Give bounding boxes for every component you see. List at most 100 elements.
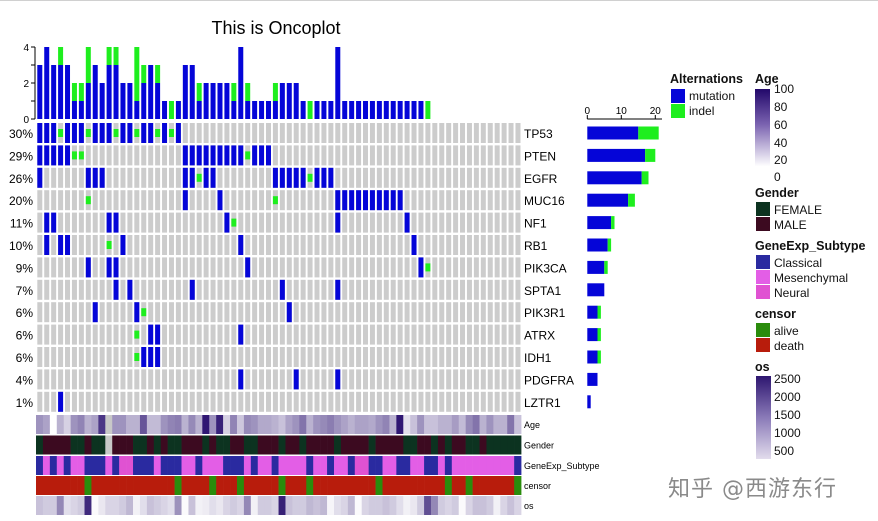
matrix-cell-empty — [390, 212, 396, 233]
annotation-cell-age — [431, 415, 439, 434]
matrix-cell-empty — [349, 235, 355, 255]
annotation-cell-os — [105, 496, 113, 515]
annotation-cell-geneexp_subtype — [202, 456, 210, 475]
annotation-cell-geneexp_subtype — [479, 456, 487, 475]
matrix-cell-empty — [175, 190, 181, 211]
annotation-cell-censor — [167, 476, 175, 495]
matrix-cell-empty — [148, 257, 154, 278]
matrix-cell-empty — [85, 279, 91, 300]
matrix-cell-empty — [515, 391, 521, 412]
matrix-cell-empty — [404, 369, 410, 390]
annotation-cell-age — [126, 415, 134, 434]
annotation-cell-censor — [333, 476, 342, 495]
matrix-cell-empty — [141, 324, 147, 345]
annotation-cell-gender — [257, 435, 265, 455]
matrix-cell-empty — [480, 347, 486, 367]
matrix-cell-empty — [446, 302, 452, 323]
matrix-cell-mutation — [71, 123, 77, 143]
sample-bar-indel — [141, 65, 147, 83]
gene-bar-mutation — [587, 126, 639, 140]
matrix-cell-empty — [245, 279, 251, 300]
annotation-cell-gender — [105, 435, 113, 455]
matrix-cell-empty — [446, 145, 452, 166]
annotation-cell-geneexp_subtype — [493, 456, 501, 475]
matrix-cell-empty — [51, 167, 57, 188]
sample-bar-mutation — [71, 101, 77, 119]
matrix-cell-empty — [203, 391, 209, 412]
matrix-cell-empty — [356, 212, 362, 233]
matrix-cell-empty — [245, 235, 251, 255]
matrix-cell-empty — [279, 324, 285, 345]
matrix-cell-empty — [363, 212, 369, 233]
matrix-cell-empty — [453, 369, 459, 390]
matrix-cell-empty — [120, 324, 126, 345]
matrix-cell-empty — [182, 302, 188, 323]
matrix-cell-empty — [418, 391, 424, 412]
matrix-cell-empty — [307, 257, 313, 278]
annotation-cell-censor — [396, 476, 404, 495]
annotation-cell-censor — [174, 476, 182, 495]
annotation-cell-os — [403, 496, 411, 515]
matrix-cell-mutation — [148, 123, 154, 143]
matrix-cell-empty — [342, 369, 348, 390]
matrix-cell-empty — [397, 235, 403, 255]
matrix-cell-mutation — [314, 167, 320, 188]
matrix-cell-empty — [71, 302, 77, 323]
annotation-cell-censor — [91, 476, 99, 495]
sample-bar-mutation — [210, 83, 216, 119]
gene-name-label: ATRX — [524, 329, 555, 343]
matrix-cell-empty — [196, 347, 202, 367]
annotation-cell-geneexp_subtype — [264, 456, 272, 475]
annotation-cell-os — [202, 496, 210, 515]
matrix-cell-empty — [307, 212, 313, 233]
annotation-cell-censor — [126, 476, 134, 495]
matrix-cell-empty — [446, 190, 452, 211]
matrix-cell-mutation — [51, 212, 57, 233]
legend-age-tick: 80 — [774, 100, 788, 114]
annotation-cell-geneexp_subtype — [70, 456, 78, 475]
matrix-cell-empty — [411, 190, 417, 211]
legend-age-gradient — [755, 89, 770, 177]
annotation-cell-gender — [56, 435, 65, 455]
matrix-cell-empty — [480, 391, 486, 412]
matrix-cell-empty — [307, 391, 313, 412]
matrix-cell-empty — [460, 123, 466, 143]
matrix-cell-empty — [369, 167, 375, 188]
annotation-cell-age — [278, 415, 286, 434]
matrix-cell-indel — [231, 218, 237, 227]
matrix-cell-empty — [383, 347, 389, 367]
annotation-cell-os — [375, 496, 383, 515]
matrix-cell-empty — [58, 257, 64, 278]
matrix-cell-empty — [404, 235, 410, 255]
annotation-cell-age — [105, 415, 113, 434]
annotation-cell-geneexp_subtype — [368, 456, 376, 475]
matrix-cell-empty — [390, 279, 396, 300]
annotation-cell-geneexp_subtype — [77, 456, 85, 475]
matrix-cell-empty — [44, 347, 50, 367]
matrix-cell-empty — [363, 167, 369, 188]
matrix-cell-empty — [106, 302, 112, 323]
sample-bar-mutation — [397, 101, 403, 119]
matrix-cell-empty — [446, 324, 452, 345]
matrix-cell-empty — [106, 369, 112, 390]
matrix-cell-mutation — [252, 145, 258, 166]
matrix-cell-empty — [245, 190, 251, 211]
matrix-cell-mutation — [383, 190, 389, 211]
matrix-cell-empty — [252, 369, 258, 390]
annotation-cell-age — [285, 415, 293, 434]
matrix-cell-empty — [335, 347, 341, 367]
annotation-cell-os — [174, 496, 182, 515]
matrix-cell-empty — [480, 324, 486, 345]
matrix-cell-empty — [356, 369, 362, 390]
matrix-cell-empty — [411, 302, 417, 323]
annotation-cell-censor — [292, 476, 300, 495]
matrix-cell-empty — [51, 347, 57, 367]
gene-name-label: LZTR1 — [524, 396, 561, 410]
annotation-cell-censor — [133, 476, 141, 495]
annotation-cell-os — [437, 496, 446, 515]
annotation-cell-censor — [202, 476, 210, 495]
matrix-cell-empty — [175, 369, 181, 390]
matrix-cell-empty — [460, 257, 466, 278]
matrix-cell-empty — [217, 235, 223, 255]
matrix-cell-empty — [175, 279, 181, 300]
